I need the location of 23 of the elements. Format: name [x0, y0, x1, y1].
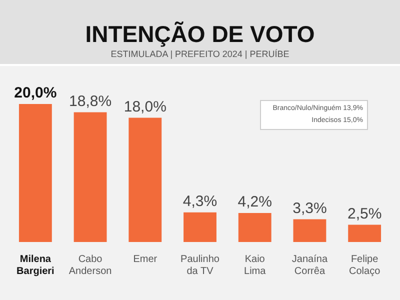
data-label: 4,2% — [238, 194, 272, 211]
chart-title: INTENÇÃO DE VOTO — [84, 20, 316, 47]
x-tick-label: Emer — [133, 254, 158, 265]
data-label: 4,3% — [182, 192, 218, 210]
data-label: 18,8% — [69, 92, 112, 110]
data-label: 20,0% — [14, 84, 57, 102]
bar — [128, 118, 162, 242]
x-tick-label: Cabo Anderson — [68, 254, 112, 277]
data-label: 3,3% — [292, 200, 327, 217]
chart-subtitle: ESTIMULADA | PREFEITO 2024 | PERUÍBE — [110, 49, 290, 59]
x-tick-label: Paulinho da TV — [180, 254, 220, 277]
bar — [348, 224, 382, 242]
bar — [18, 104, 52, 242]
data-label: 18,0% — [124, 98, 166, 116]
data-label: 2,5% — [347, 205, 382, 222]
bar — [184, 212, 216, 242]
x-tick-label: Felipe Colaço — [349, 254, 381, 277]
bar — [74, 112, 107, 242]
x-tick-label: Milena Bargieri — [16, 254, 55, 277]
bar — [293, 219, 326, 242]
x-tick-label: Janaína Corrêa — [292, 254, 328, 277]
x-tick-label: Kaio Lima — [244, 254, 266, 277]
bar — [238, 213, 272, 242]
